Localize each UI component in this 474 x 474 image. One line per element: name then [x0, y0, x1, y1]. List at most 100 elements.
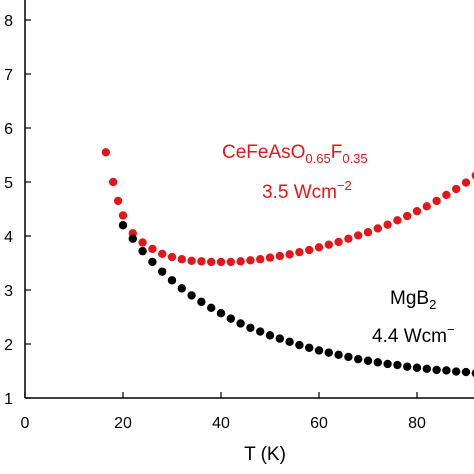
- point: [412, 206, 422, 216]
- point: [393, 216, 402, 225]
- point: [383, 220, 392, 229]
- x-tick-label: 80: [408, 415, 426, 432]
- point: [197, 257, 206, 266]
- x-tick-label: 60: [310, 415, 328, 432]
- y-tick-label: 7: [4, 67, 13, 84]
- point: [373, 224, 382, 233]
- point: [167, 276, 177, 285]
- point: [314, 243, 324, 252]
- x-tick-label: 40: [212, 415, 230, 432]
- y-tick-label: 4: [4, 229, 13, 246]
- series-name-part: 0.65: [305, 151, 330, 166]
- point: [256, 255, 265, 264]
- point: [334, 237, 343, 247]
- point: [471, 171, 474, 180]
- point: [158, 249, 167, 259]
- point: [324, 240, 333, 249]
- point: [363, 228, 373, 237]
- point: [158, 267, 167, 276]
- point: [305, 343, 314, 352]
- point: [109, 177, 118, 187]
- point: [314, 346, 324, 355]
- point: [452, 367, 461, 376]
- series-name-part: F: [331, 142, 343, 163]
- point: [177, 255, 186, 264]
- point: [256, 327, 265, 336]
- point: [422, 364, 431, 374]
- point: [354, 354, 363, 364]
- x-tick-label: 20: [114, 415, 132, 432]
- point: [177, 284, 186, 293]
- y-tick-label: 8: [4, 13, 13, 30]
- point: [412, 363, 422, 372]
- point: [216, 257, 226, 267]
- point: [305, 245, 314, 255]
- point: [344, 352, 353, 362]
- point: [236, 257, 245, 266]
- point: [452, 184, 461, 194]
- point: [118, 221, 128, 230]
- y-tick-label: 3: [4, 283, 13, 300]
- point: [246, 256, 255, 265]
- point: [148, 244, 157, 254]
- point: [285, 250, 294, 259]
- x-tick-label: 0: [21, 415, 30, 432]
- point: [383, 359, 392, 369]
- point: [373, 358, 382, 367]
- point: [275, 251, 284, 261]
- point: [226, 257, 235, 267]
- point: [295, 248, 304, 257]
- series-label: CeFeAsO0.65F0.35: [222, 142, 368, 166]
- point: [324, 348, 333, 357]
- y-tick-label: 1: [4, 391, 13, 408]
- point: [128, 234, 137, 243]
- point: [461, 178, 471, 187]
- point: [187, 256, 196, 266]
- point: [363, 356, 373, 365]
- point: [422, 202, 431, 211]
- point: [148, 257, 157, 267]
- point: [101, 148, 111, 157]
- point: [226, 314, 235, 323]
- point: [113, 196, 123, 206]
- point: [187, 291, 196, 300]
- point: [138, 238, 147, 247]
- point: [265, 331, 275, 340]
- series-label: 4.4 Wcm−: [372, 322, 455, 347]
- point: [275, 334, 284, 343]
- point: [442, 190, 451, 200]
- point: [432, 196, 441, 206]
- point: [471, 369, 474, 377]
- series-name-part: CeFeAsO: [222, 142, 305, 163]
- point: [403, 362, 412, 371]
- point: [354, 231, 363, 240]
- series-name-part: 2: [429, 297, 436, 312]
- series-power-part: −2: [337, 178, 352, 193]
- point: [197, 297, 206, 307]
- series-power-part: 4.4 Wcm: [372, 326, 447, 347]
- point: [207, 257, 216, 267]
- point: [167, 252, 177, 262]
- point: [246, 323, 255, 332]
- point: [236, 319, 245, 328]
- series-name-part: MgB: [390, 288, 429, 309]
- point: [442, 366, 451, 375]
- point: [265, 253, 275, 262]
- x-axis-label: T (K): [244, 444, 286, 465]
- series-label: MgB2: [390, 288, 436, 312]
- series-label: 3.5 Wcm−2: [262, 178, 352, 203]
- point: [344, 234, 353, 243]
- point: [118, 211, 128, 220]
- point: [432, 365, 441, 375]
- y-tick-label: 2: [4, 337, 13, 354]
- point: [138, 246, 147, 256]
- point: [285, 337, 294, 347]
- point: [403, 211, 412, 221]
- series-name-part: 0.35: [342, 151, 367, 166]
- point: [393, 360, 402, 370]
- y-tick-label: 6: [4, 121, 13, 138]
- point: [207, 303, 216, 313]
- series-power-part: 3.5 Wcm: [262, 182, 337, 203]
- point: [295, 340, 304, 350]
